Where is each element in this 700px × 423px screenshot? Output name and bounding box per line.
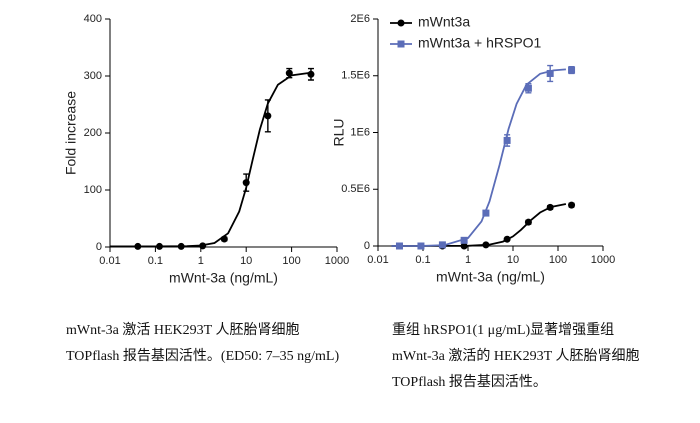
x-tick-label: 0.1 — [415, 254, 430, 266]
x-tick-label: 0.01 — [367, 254, 388, 266]
point — [503, 235, 511, 243]
x-tick-label: 1000 — [591, 254, 615, 266]
caption: mWnt-3a 激活 HEK293T 人胚胎肾细胞 TOPflash 报告基因活… — [66, 323, 340, 364]
x-tick-label: 10 — [507, 254, 519, 266]
x-tick-label: 1 — [465, 254, 471, 266]
point — [546, 69, 554, 77]
point — [438, 241, 446, 249]
legend-marker — [397, 40, 405, 48]
point — [546, 203, 554, 211]
legend-label: mWnt3a — [418, 14, 470, 30]
point — [460, 242, 468, 250]
point — [242, 179, 250, 187]
point — [568, 66, 576, 74]
point — [285, 69, 293, 77]
y-tick-label: 400 — [84, 13, 102, 25]
point — [524, 218, 532, 226]
x-tick-label: 1 — [198, 255, 204, 267]
y-tick-label: 2E6 — [350, 13, 370, 25]
x-tick-label: 10 — [240, 255, 252, 267]
y-axis-label: RLU — [331, 118, 347, 146]
y-tick-label: 1.5E6 — [341, 70, 370, 82]
fit-curve — [391, 203, 567, 247]
legend-label: mWnt3a + hRSPO1 — [418, 35, 542, 51]
x-tick-label: 100 — [549, 254, 567, 266]
point — [264, 112, 272, 120]
x-tick-label: 100 — [282, 255, 300, 267]
point — [482, 241, 490, 249]
point — [220, 235, 228, 243]
x-tick-label: 1000 — [325, 255, 349, 267]
point — [134, 242, 142, 250]
point — [199, 242, 207, 250]
x-tick-label: 0.01 — [99, 255, 120, 267]
fit-curve — [391, 68, 566, 247]
legend-marker — [397, 19, 405, 27]
point — [177, 242, 185, 250]
point — [155, 242, 163, 250]
y-tick-label: 200 — [84, 127, 102, 139]
y-tick-label: 0 — [96, 241, 102, 253]
point — [482, 209, 490, 217]
y-tick-label: 100 — [84, 184, 102, 196]
point — [395, 242, 403, 250]
point — [503, 136, 511, 144]
fit-curve — [110, 71, 314, 248]
y-tick-label: 0.5E6 — [341, 183, 370, 195]
y-axis-label: Fold increase — [63, 91, 79, 175]
point — [460, 236, 468, 244]
point — [524, 84, 532, 92]
point — [417, 242, 425, 250]
y-tick-label: 300 — [84, 70, 102, 82]
x-axis-label: mWnt-3a (ng/mL) — [169, 270, 278, 286]
point — [307, 70, 315, 78]
caption: 重组 hRSPO1(1 μg/mL)显著增强重组 mWnt-3a 激活的 HEK… — [392, 323, 640, 390]
x-tick-label: 0.1 — [148, 255, 163, 267]
point — [568, 201, 576, 209]
y-tick-label: 1E6 — [350, 126, 370, 138]
y-tick-label: 0 — [364, 240, 370, 252]
x-axis-label: mWnt-3a (ng/mL) — [436, 269, 545, 285]
